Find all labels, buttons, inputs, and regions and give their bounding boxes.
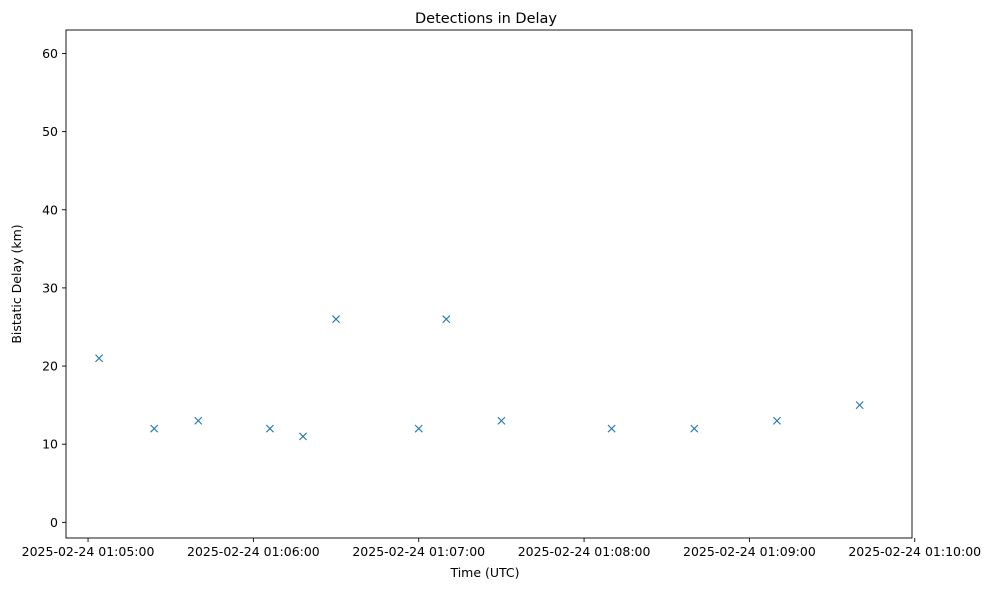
y-tick-label: 30: [42, 280, 58, 295]
chart-title: Detections in Delay: [415, 11, 557, 27]
data-point: [690, 424, 699, 433]
x-tick-label: 2025-02-24 01:08:00: [518, 544, 651, 559]
y-tick-label: 20: [42, 359, 58, 374]
data-point: [414, 424, 423, 433]
data-point: [497, 416, 506, 425]
y-tick-label: 60: [42, 46, 58, 61]
x-axis-label: Time (UTC): [449, 565, 519, 580]
data-point: [607, 424, 616, 433]
data-point: [772, 416, 781, 425]
data-point: [855, 401, 864, 410]
data-point: [150, 424, 159, 433]
data-point: [442, 315, 451, 324]
y-axis-label: Bistatic Delay (km): [9, 224, 24, 343]
x-axis: 2025-02-24 01:05:00 2025-02-24 01:06:00 20…: [22, 538, 981, 559]
data-point: [194, 416, 203, 425]
y-tick-label: 0: [50, 515, 58, 530]
plot-area: [95, 315, 864, 441]
y-tick-label: 40: [42, 202, 58, 217]
x-tick-label: 2025-02-24 01:10:00: [848, 544, 981, 559]
x-tick-label: 2025-02-24 01:09:00: [683, 544, 816, 559]
x-tick-label: 2025-02-24 01:05:00: [22, 544, 155, 559]
data-point: [265, 424, 274, 433]
y-tick-label: 50: [42, 124, 58, 139]
x-tick-label: 2025-02-24 01:07:00: [352, 544, 485, 559]
data-point: [95, 354, 104, 363]
data-point: [299, 432, 307, 441]
plot-frame: [65, 29, 913, 539]
y-axis: 0 10 20 30 40 50 60: [42, 46, 66, 530]
y-tick-label: 10: [42, 437, 58, 452]
data-point: [332, 315, 341, 324]
x-tick-label: 2025-02-24 01:06:00: [187, 544, 320, 559]
